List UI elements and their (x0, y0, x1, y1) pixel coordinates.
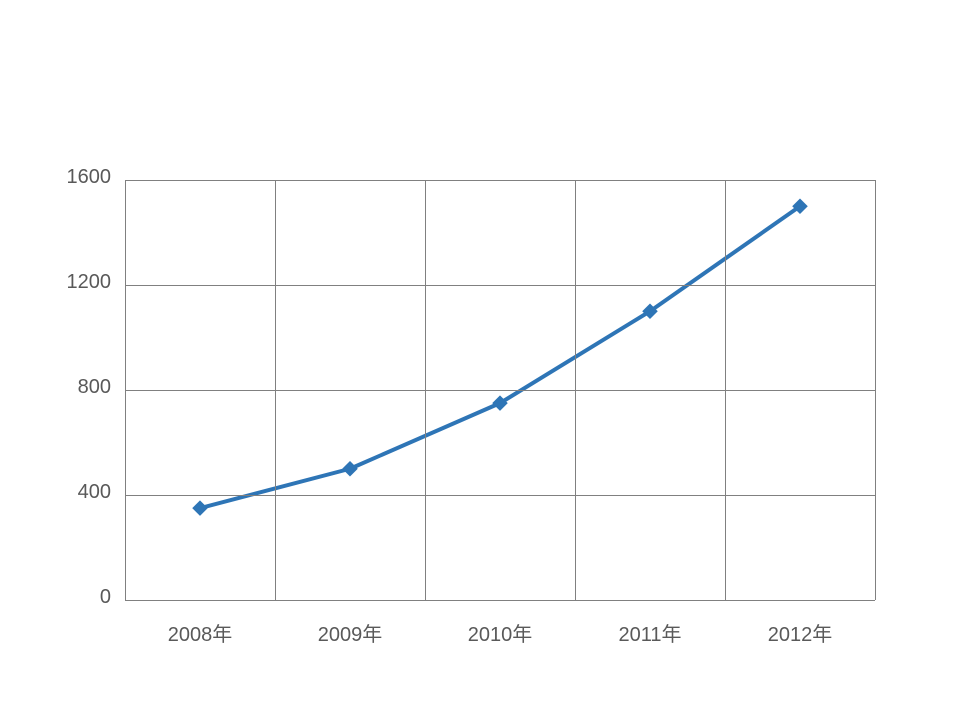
gridline-vertical (575, 180, 576, 600)
x-axis-label: 2011年 (618, 618, 681, 647)
gridline-horizontal (125, 285, 875, 286)
gridline-vertical (275, 180, 276, 600)
gridline-vertical (875, 180, 876, 600)
x-axis-label: 2012年 (768, 618, 833, 647)
gridline-vertical (425, 180, 426, 600)
y-axis-label: 800 (78, 376, 111, 399)
gridline-horizontal (125, 600, 875, 601)
x-axis-label: 2008年 (168, 618, 233, 647)
gridline-horizontal (125, 495, 875, 496)
y-axis-label: 400 (78, 481, 111, 504)
gridline-vertical (725, 180, 726, 600)
y-axis-label: 0 (100, 586, 111, 609)
gridline-horizontal (125, 390, 875, 391)
y-axis-label: 1600 (67, 166, 112, 189)
x-axis-label: 2009年 (318, 618, 383, 647)
data-marker (193, 501, 207, 515)
series-line (200, 206, 800, 508)
data-marker (343, 462, 357, 476)
gridline-horizontal (125, 180, 875, 181)
gridline-vertical (125, 180, 126, 600)
y-axis-label: 1200 (67, 271, 112, 294)
plot-area (125, 180, 875, 600)
x-axis-label: 2010年 (468, 618, 533, 647)
line-chart: 0 400 800 1200 1600 2008年 2009年 2010年 2011年 2012年 (0, 0, 960, 720)
